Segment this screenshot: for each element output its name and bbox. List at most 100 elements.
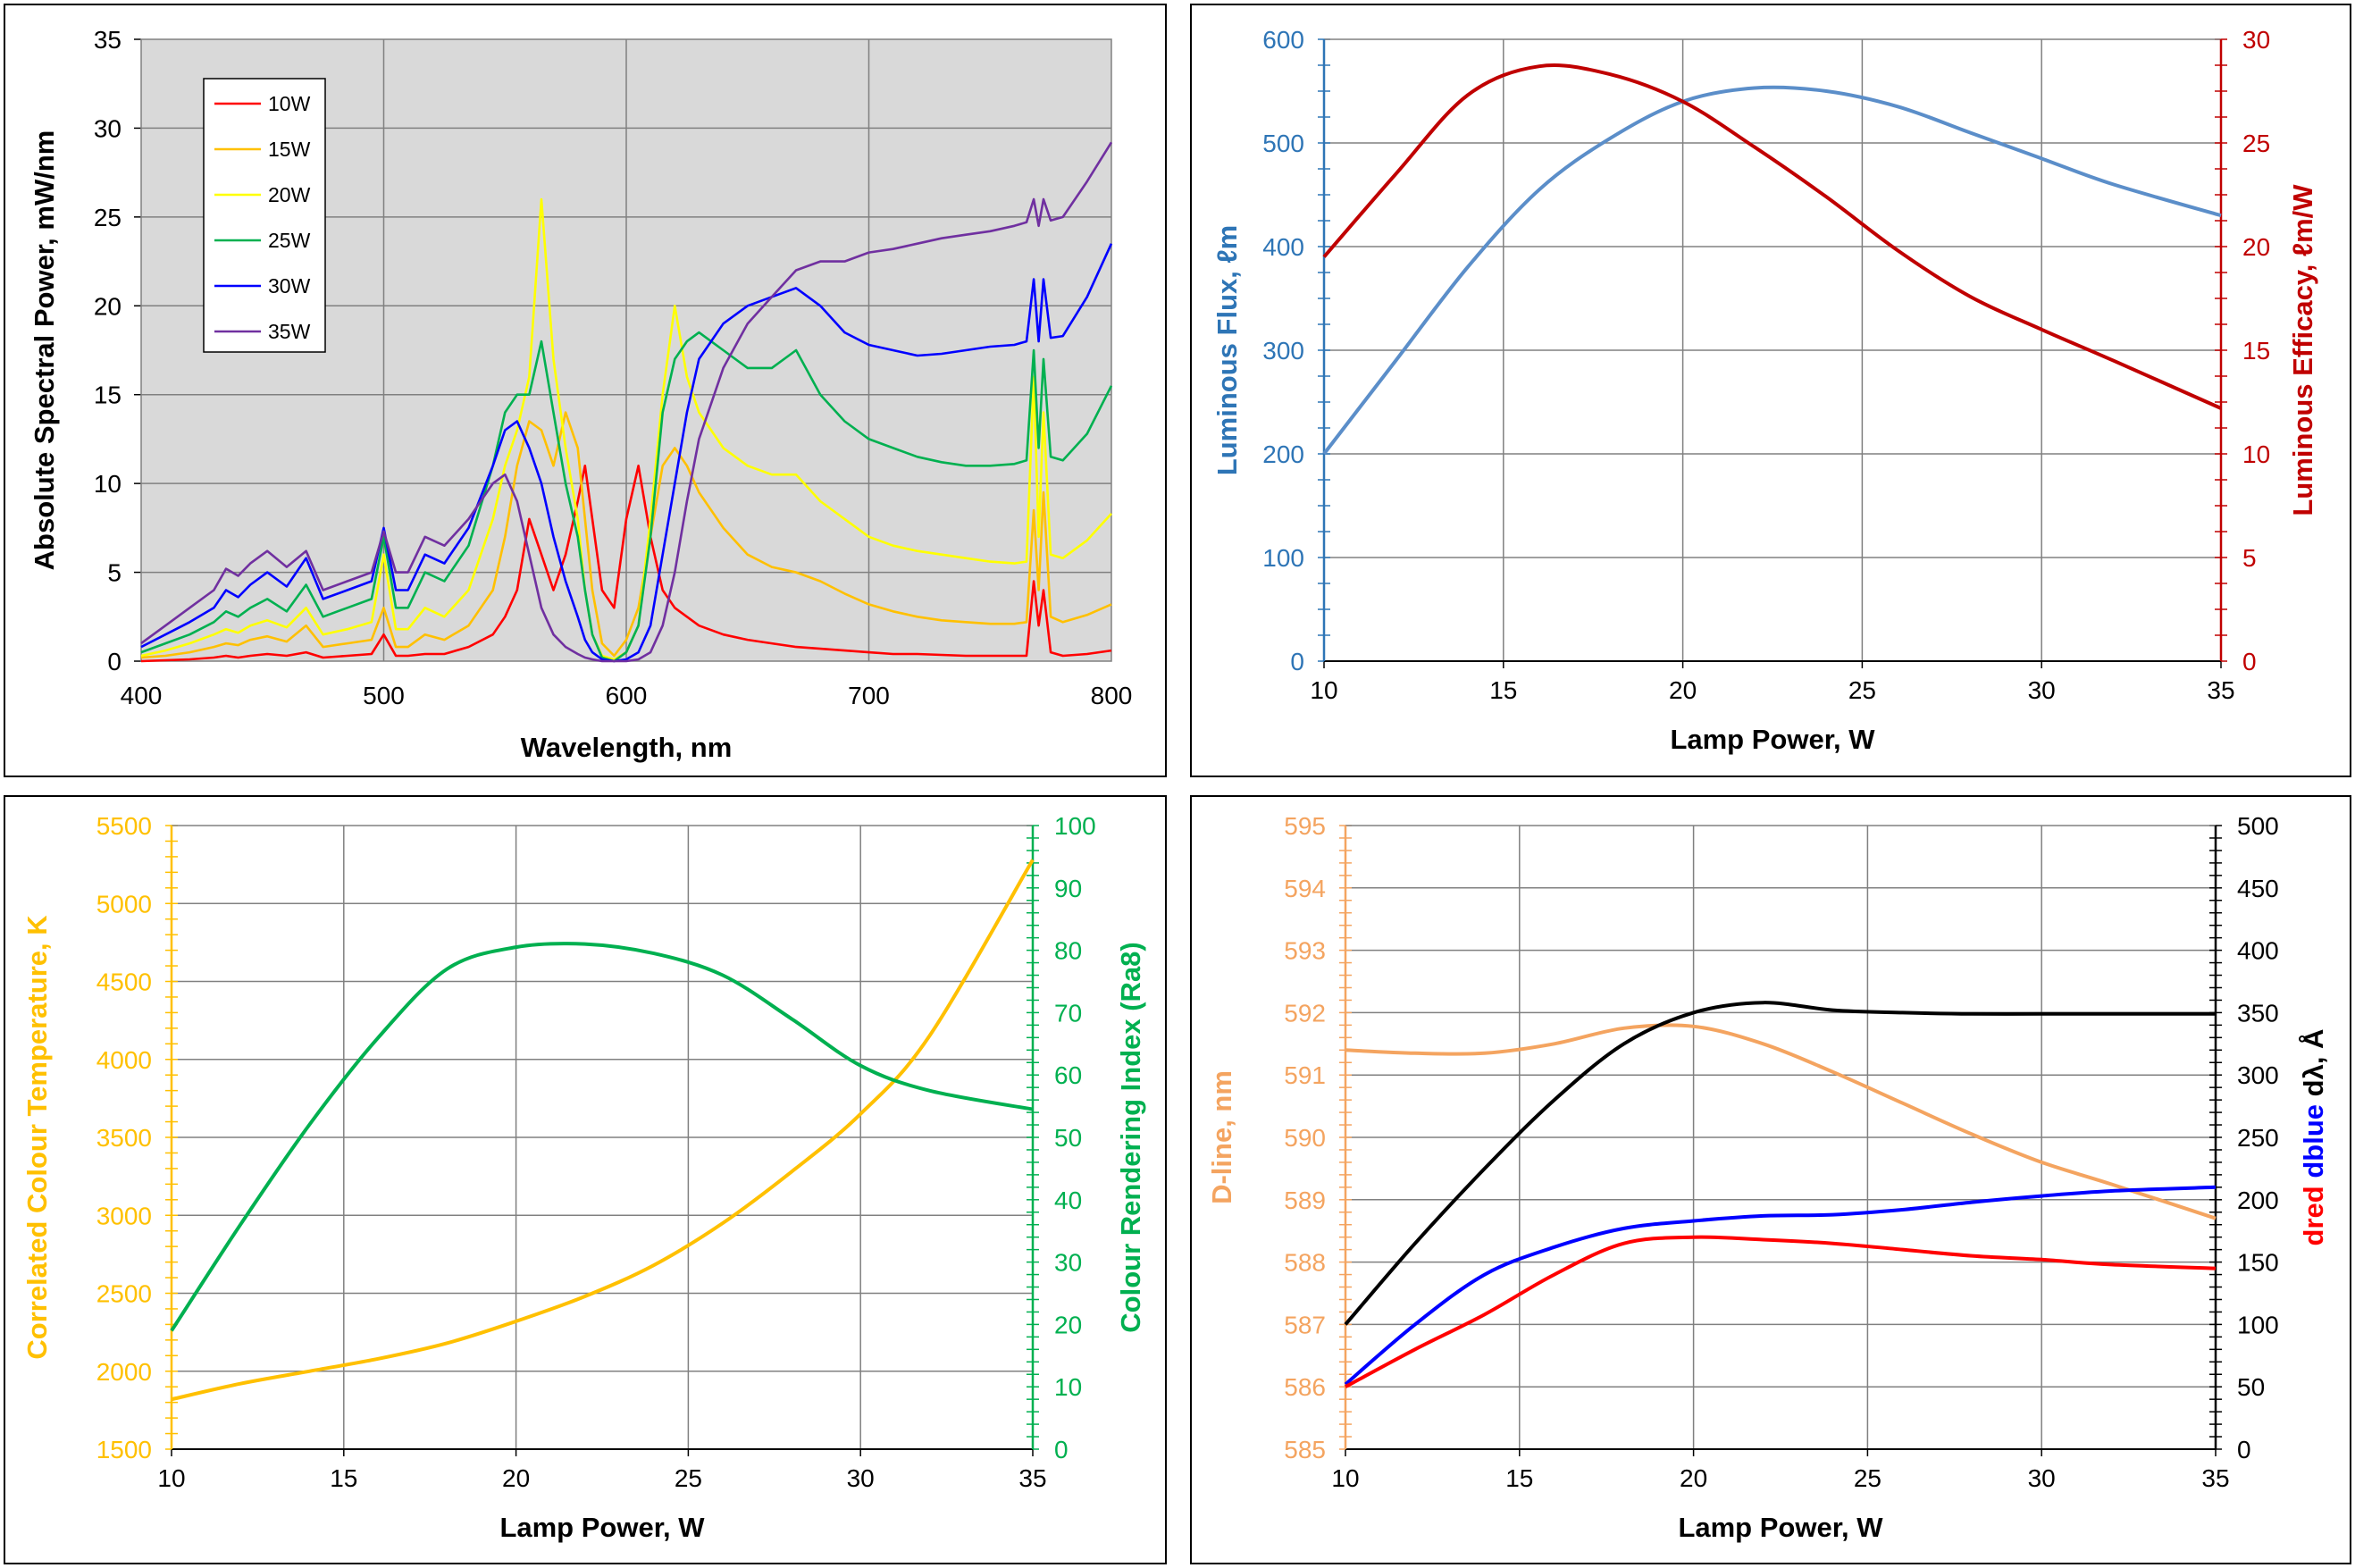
legend-label-30W: 30W [268, 274, 311, 298]
right-y-tick-label: 0 [1054, 1436, 1069, 1463]
right-y-tick-label: 450 [2237, 875, 2279, 902]
right-y-tick-label: 400 [2237, 937, 2279, 965]
series-line-35W [140, 141, 1113, 663]
right-y-tick-label: 10 [1054, 1373, 1082, 1401]
right-y-tick-label: 20 [1054, 1311, 1082, 1338]
series-line-1 [1344, 1001, 2216, 1326]
x-tick-label: 20 [1669, 676, 1697, 704]
left-y-tick-label: 592 [1284, 999, 1326, 1027]
left-y-axis-title: D-line, nm [1206, 1070, 1237, 1204]
y-tick-label: 30 [94, 114, 122, 142]
right-y-tick-label: 20 [2242, 233, 2270, 261]
left-y-tick-label: 500 [1262, 130, 1304, 157]
x-axis-title: Lamp Power, W [1678, 1512, 1883, 1543]
series-line-1 [170, 941, 1034, 1332]
x-tick-label: 30 [2028, 676, 2056, 704]
x-tick-label: 10 [157, 1464, 185, 1492]
series-line-0 [171, 859, 1035, 1402]
spectral-power-chart: 400 500 600 700 800 0 5 10 15 20 25 30 35 Wavelength,… [29, 26, 1132, 763]
left-y-tick-label: 5500 [96, 812, 152, 840]
luminous-flux-efficacy-chart: 10 15 20 25 30 35 0 100 200 300 400 500 600 0 5 10 15 20 2… [1211, 26, 2318, 755]
right-y-tick-label: 350 [2237, 999, 2279, 1027]
cct-cri-chart-panel: 10 15 20 25 30 35 1500 2000 2500 3000 3500 4000 4500… [4, 795, 1167, 1564]
cct-cri-chart: 10 15 20 25 30 35 1500 2000 2500 3000 3500 4000 4500… [21, 812, 1146, 1543]
right-y-tick-label: 70 [1054, 999, 1082, 1027]
left-y-tick-label: 593 [1284, 937, 1326, 965]
y-tick-label: 15 [94, 382, 122, 409]
x-tick-label: 30 [847, 1464, 875, 1492]
right-y-tick-label: 40 [1054, 1186, 1082, 1214]
spectral-power-chart-panel: 400 500 600 700 800 0 5 10 15 20 25 30 35 Wavelength,… [4, 4, 1167, 777]
series-line-3 [1345, 1235, 2217, 1388]
y-axis-title: Absolute Spectral Power, mW/nm [29, 130, 60, 571]
right-y-axis-title: dred dblue dλ, Å [2298, 1029, 2329, 1246]
x-tick-label: 25 [1848, 676, 1876, 704]
x-tick-label: 25 [675, 1464, 702, 1492]
left-y-tick-label: 2000 [96, 1358, 152, 1386]
left-y-tick-label: 587 [1284, 1311, 1326, 1338]
y-tick-label: 0 [107, 648, 122, 675]
legend-label-35W: 35W [268, 320, 311, 343]
y-tick-label: 35 [94, 26, 122, 54]
series-line-0 [1322, 85, 2222, 456]
x-tick-label: 35 [2207, 676, 2234, 704]
x-tick-label: 15 [1505, 1464, 1533, 1492]
left-y-tick-label: 5000 [96, 890, 152, 918]
right-y-tick-label: 500 [2237, 812, 2279, 840]
legend-label-25W: 25W [268, 229, 311, 252]
x-tick-label: 15 [330, 1464, 357, 1492]
right-y-tick-label: 80 [1054, 937, 1082, 965]
x-tick-label: 35 [2201, 1464, 2229, 1492]
series-line-30W [140, 243, 1113, 663]
left-y-tick-label: 1500 [96, 1436, 152, 1463]
y-tick-label: 5 [107, 559, 122, 587]
left-y-tick-label: 4000 [96, 1046, 152, 1074]
x-tick-label: 10 [1310, 676, 1337, 704]
left-y-tick-label: 300 [1262, 337, 1304, 365]
x-tick-label: 500 [363, 682, 405, 709]
left-y-tick-label: 400 [1262, 233, 1304, 261]
legend-label-15W: 15W [268, 138, 311, 161]
right-y-axis-title-part: dλ, Å [2298, 1029, 2329, 1097]
legend-label-10W: 10W [268, 92, 311, 115]
right-y-tick-label: 50 [1054, 1124, 1082, 1152]
right-y-tick-label: 10 [2242, 440, 2270, 468]
right-y-tick-label: 25 [2242, 130, 2270, 157]
left-y-tick-label: 586 [1284, 1373, 1326, 1401]
left-y-tick-label: 588 [1284, 1249, 1326, 1277]
left-y-tick-label: 591 [1284, 1061, 1326, 1089]
x-tick-label: 700 [848, 682, 890, 709]
x-tick-label: 30 [2028, 1464, 2056, 1492]
left-y-tick-label: 590 [1284, 1124, 1326, 1152]
right-y-axis-title-part: dblue [2298, 1104, 2329, 1178]
x-tick-label: 35 [1018, 1464, 1046, 1492]
left-y-tick-label: 595 [1284, 812, 1326, 840]
right-y-tick-label: 100 [1054, 812, 1096, 840]
series-line-2 [1344, 1185, 2217, 1386]
right-y-tick-label: 30 [2242, 26, 2270, 54]
right-y-tick-label: 90 [1054, 875, 1082, 902]
x-tick-label: 20 [1680, 1464, 1707, 1492]
left-y-tick-label: 2500 [96, 1280, 152, 1308]
series-line-15W [140, 411, 1112, 659]
right-y-tick-label: 50 [2237, 1373, 2265, 1401]
x-axis-title: Wavelength, nm [521, 732, 733, 763]
right-y-axis-title-part: dred [2298, 1186, 2329, 1245]
left-y-tick-label: 3500 [96, 1124, 152, 1152]
d-line-width-chart: 10 15 20 25 30 35 585 586 587 588 589 590 591 592 593 5… [1206, 812, 2329, 1543]
x-tick-label: 20 [502, 1464, 530, 1492]
left-y-tick-label: 200 [1262, 440, 1304, 468]
right-y-tick-label: 15 [2242, 337, 2270, 365]
left-y-axis-title: Correlated Colour Temperature, K [21, 915, 53, 1360]
legend: 10W 15W 20W 25W 30W 35W [203, 78, 326, 353]
right-y-tick-label: 300 [2237, 1061, 2279, 1089]
left-y-tick-label: 100 [1262, 544, 1304, 572]
right-y-tick-label: 150 [2237, 1249, 2279, 1277]
right-y-tick-label: 0 [2242, 648, 2257, 675]
left-y-tick-label: 594 [1284, 875, 1326, 902]
x-tick-label: 600 [606, 682, 648, 709]
right-y-axis-title: Colour Rendering Index (Ra8) [1115, 942, 1146, 1332]
x-tick-label: 400 [121, 682, 163, 709]
series-line-1 [1322, 63, 2222, 410]
series-line-0 [1345, 1023, 2217, 1220]
